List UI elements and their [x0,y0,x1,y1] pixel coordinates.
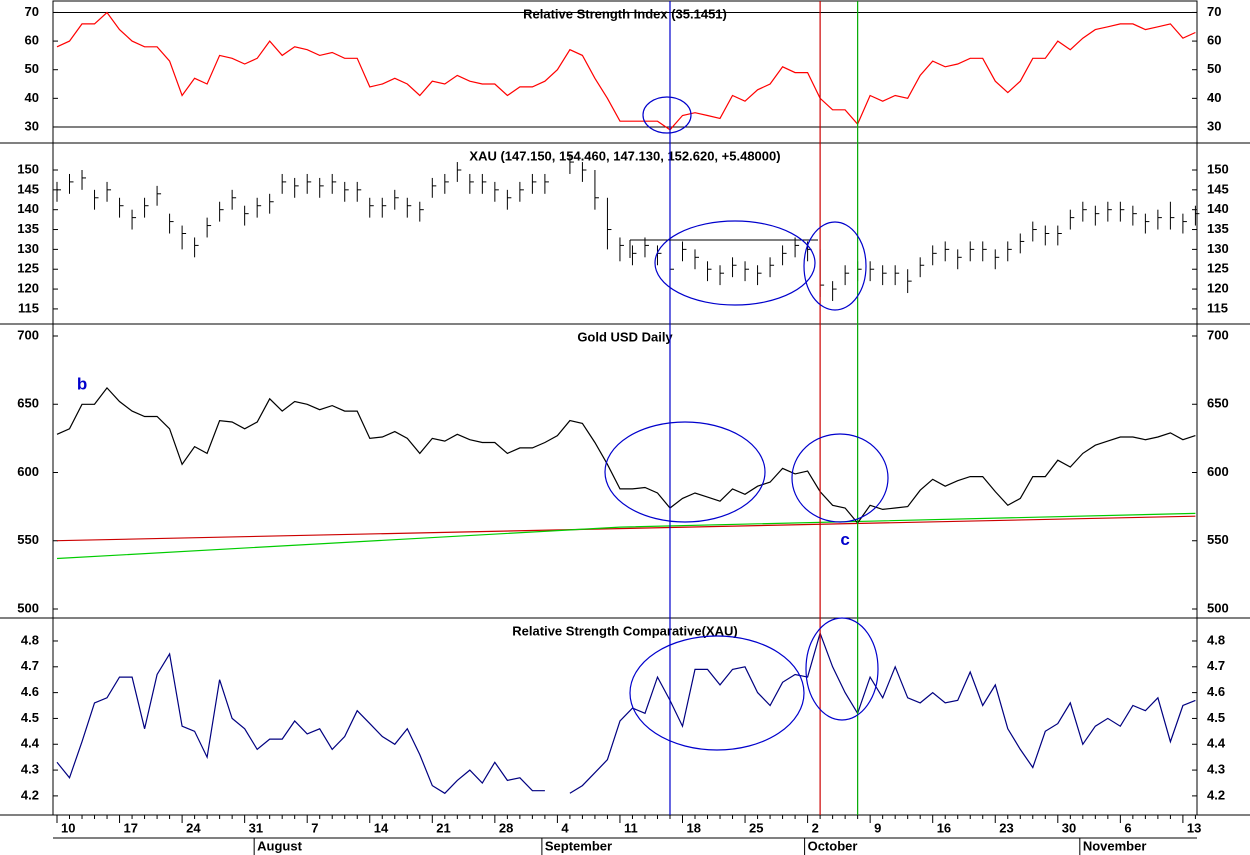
x-tick-label: 4 [561,820,569,835]
y-tick-label: 550 [1207,532,1229,547]
month-label: September [545,838,612,853]
annotation: c [840,530,849,549]
y-tick-label: 700 [1207,327,1229,342]
x-tick-label: 30 [1062,820,1076,835]
month-label: November [1083,838,1147,853]
y-tick-label: 120 [17,281,39,296]
y-tick-label: 150 [17,161,39,176]
y-tick-label: 4.6 [21,684,39,699]
x-tick-label: 16 [937,820,951,835]
y-tick-label: 50 [1207,61,1221,76]
y-tick-label: 650 [17,396,39,411]
y-tick-label: 135 [1207,221,1229,236]
highlight-circle [654,220,816,306]
month-label: August [257,838,302,853]
y-tick-label: 125 [17,261,39,276]
data-line [56,631,1196,795]
y-tick-label: 4.4 [1207,736,1226,751]
highlight-circle [604,421,766,523]
y-tick-label: 4.4 [21,736,40,751]
y-tick-label: 60 [25,33,39,48]
y-tick-label: 70 [25,4,39,19]
y-tick-label: 130 [17,241,39,256]
plot-layer: Relative Strength Index (35.1451) 30 30 40 4… [17,1,1229,855]
y-tick-label: 145 [17,181,39,196]
x-tick-label: 24 [186,820,201,835]
x-tick-label: 11 [624,820,638,835]
y-tick-label: 500 [1207,600,1229,615]
y-tick-label: 4.6 [1207,684,1225,699]
y-tick-label: 135 [17,221,39,236]
x-tick-label: 17 [124,820,138,835]
y-tick-label: 4.3 [21,762,39,777]
y-tick-label: 700 [17,327,39,342]
highlight-circle [629,635,805,751]
y-tick-label: 4.3 [1207,762,1225,777]
highlight-circle [803,221,867,311]
y-tick-label: 125 [1207,261,1229,276]
y-tick-label: 4.8 [21,632,39,647]
x-tick-label: 18 [687,820,701,835]
x-tick-label: 6 [1124,820,1131,835]
panel-title: Relative Strength Index (35.1451) [523,6,727,21]
y-tick-label: 4.5 [21,710,39,725]
panel-title: Gold USD Daily [577,329,673,344]
data-line [56,386,1196,524]
y-tick-label: 4.7 [21,658,39,673]
y-tick-label: 40 [25,90,39,105]
panel-title: Relative Strength Comparative(XAU) [512,623,737,638]
y-tick-label: 115 [1207,300,1228,315]
x-tick-label: 28 [499,820,513,835]
y-tick-label: 40 [1207,90,1221,105]
y-tick-label: 4.2 [1207,787,1225,802]
highlight-circle [791,433,889,523]
highlight-circle [805,617,879,721]
moving-average [56,512,1196,560]
y-tick-label: 50 [25,61,39,76]
y-tick-label: 130 [1207,241,1229,256]
x-tick-label: 9 [874,820,881,835]
y-tick-label: 120 [1207,281,1229,296]
y-tick-label: 140 [1207,201,1229,216]
x-tick-label: 23 [999,820,1013,835]
y-tick-label: 30 [25,118,39,133]
x-tick-label: 10 [61,820,75,835]
y-tick-label: 145 [1207,181,1229,196]
panel-title: XAU (147.150, 154.460, 147.130, 152.620,… [469,148,780,163]
x-tick-label: 7 [311,820,318,835]
y-tick-label: 4.8 [1207,632,1225,647]
y-tick-label: 650 [1207,396,1229,411]
highlight-circle [642,96,692,134]
y-tick-label: 30 [1207,118,1221,133]
x-tick-label: 2 [812,820,819,835]
annotation: b [77,375,87,394]
y-tick-label: 70 [1207,4,1221,19]
x-tick-label: 13 [1187,820,1201,835]
month-label: October [808,838,858,853]
x-tick-label: 21 [436,820,450,835]
x-tick-label: 14 [374,820,389,835]
moving-average [56,515,1196,542]
y-tick-label: 600 [17,464,39,479]
y-tick-label: 500 [17,600,39,615]
data-line [56,11,1196,131]
x-tick-label: 31 [249,820,263,835]
y-tick-label: 4.7 [1207,658,1225,673]
y-tick-label: 60 [1207,33,1221,48]
y-tick-label: 550 [17,532,39,547]
y-tick-label: 600 [1207,464,1229,479]
y-tick-label: 4.2 [21,787,39,802]
x-tick-label: 25 [749,820,763,835]
y-tick-label: 150 [1207,161,1229,176]
y-tick-label: 140 [17,201,39,216]
y-tick-label: 4.5 [1207,710,1225,725]
y-tick-label: 115 [18,300,39,315]
